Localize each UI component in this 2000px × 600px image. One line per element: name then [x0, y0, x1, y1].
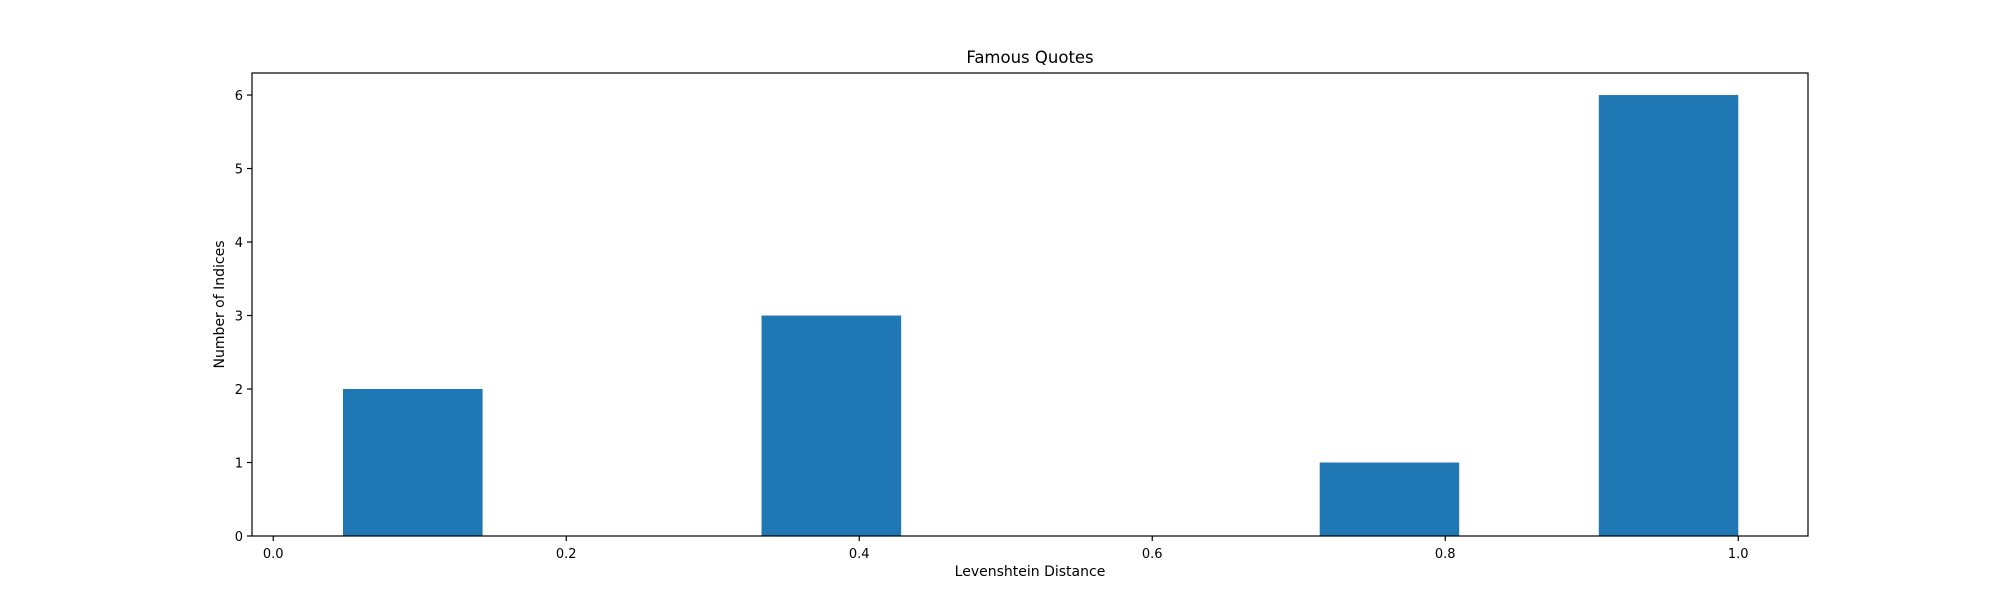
bars-layer — [342, 95, 1739, 537]
y-tick-label: 5 — [235, 163, 243, 178]
chart-title: Famous Quotes — [966, 48, 1093, 67]
histogram-bar-1 — [342, 389, 483, 536]
y-axis-label: Number of Indices — [212, 240, 228, 368]
x-tick-label: 0.6 — [1142, 547, 1163, 562]
histogram-bar-3 — [1319, 462, 1460, 536]
y-tick-label: 4 — [235, 236, 243, 251]
y-tick-label: 1 — [235, 457, 243, 472]
y-tick-label: 6 — [235, 89, 243, 104]
y-tick-label: 0 — [235, 530, 243, 545]
x-tick-label: 0.0 — [263, 547, 284, 562]
y-axis: 0 1 2 3 4 5 6 — [235, 89, 252, 545]
histogram-bar-4 — [1598, 95, 1739, 537]
x-tick-label: 0.8 — [1435, 547, 1456, 562]
x-tick-label: 0.2 — [556, 547, 577, 562]
histogram-bar-2 — [761, 315, 902, 536]
y-tick-label: 3 — [235, 310, 243, 325]
x-axis-label: Levenshtein Distance — [955, 564, 1106, 580]
y-tick-label: 2 — [235, 383, 243, 398]
x-tick-label: 0.4 — [849, 547, 870, 562]
x-tick-label: 1.0 — [1728, 547, 1749, 562]
plot-frame — [251, 72, 1809, 537]
x-axis: 0.0 0.2 0.4 0.6 0.8 1.0 — [263, 536, 1749, 562]
